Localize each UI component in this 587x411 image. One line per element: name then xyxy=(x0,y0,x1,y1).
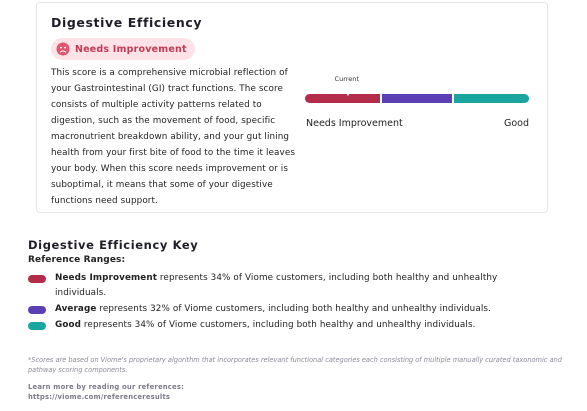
current-marker-icon xyxy=(342,89,353,96)
legend-label: Needs Improvement xyxy=(55,273,158,283)
footnote: *Scores are based on Viome's proprietary… xyxy=(28,356,562,374)
gauge-segment-good xyxy=(454,94,529,103)
references-heading: Learn more by reading our references: xyxy=(28,383,184,391)
gauge-segment-average xyxy=(381,94,455,103)
card-title: Digestive Efficiency xyxy=(51,15,203,30)
current-marker-label: Current xyxy=(334,75,359,83)
score-description: This score is a comprehensive microbial … xyxy=(51,68,296,207)
sad-face-icon xyxy=(56,42,70,56)
status-badge: Needs Improvement xyxy=(51,38,195,60)
legend-item-average: Average represents 32% of Viome customer… xyxy=(28,302,528,317)
legend-description: represents 34% of Viome customers, inclu… xyxy=(55,273,498,298)
status-badge-label: Needs Improvement xyxy=(75,43,187,55)
legend-swatch xyxy=(28,322,46,330)
legend-label: Average xyxy=(55,304,97,314)
gauge-segment-needs-improvement xyxy=(305,94,382,103)
gauge-right-label: Good xyxy=(503,118,529,129)
legend-item-good: Good represents 34% of Viome customers, … xyxy=(28,318,528,333)
legend-description: represents 32% of Viome customers, inclu… xyxy=(96,304,491,314)
legend-item-needs-improvement: Needs Improvement represents 34% of Viom… xyxy=(28,271,528,301)
gauge-bar xyxy=(305,94,529,103)
legend-swatch xyxy=(28,275,46,283)
legend-swatch xyxy=(28,306,46,314)
legend-description: represents 34% of Viome customers, inclu… xyxy=(81,320,476,330)
score-gauge: Current Needs Improvement Good xyxy=(305,75,529,135)
score-card: Digestive Efficiency Needs Improvement T… xyxy=(36,2,548,213)
key-title: Digestive Efficiency Key xyxy=(28,238,199,252)
references-link[interactable]: https://viome.com/referenceresults xyxy=(28,393,171,401)
references-block: Learn more by reading our references: ht… xyxy=(28,382,184,402)
legend-label: Good xyxy=(55,320,82,330)
gauge-left-label: Needs Improvement xyxy=(306,118,403,129)
reference-ranges-heading: Reference Ranges: xyxy=(28,255,126,265)
